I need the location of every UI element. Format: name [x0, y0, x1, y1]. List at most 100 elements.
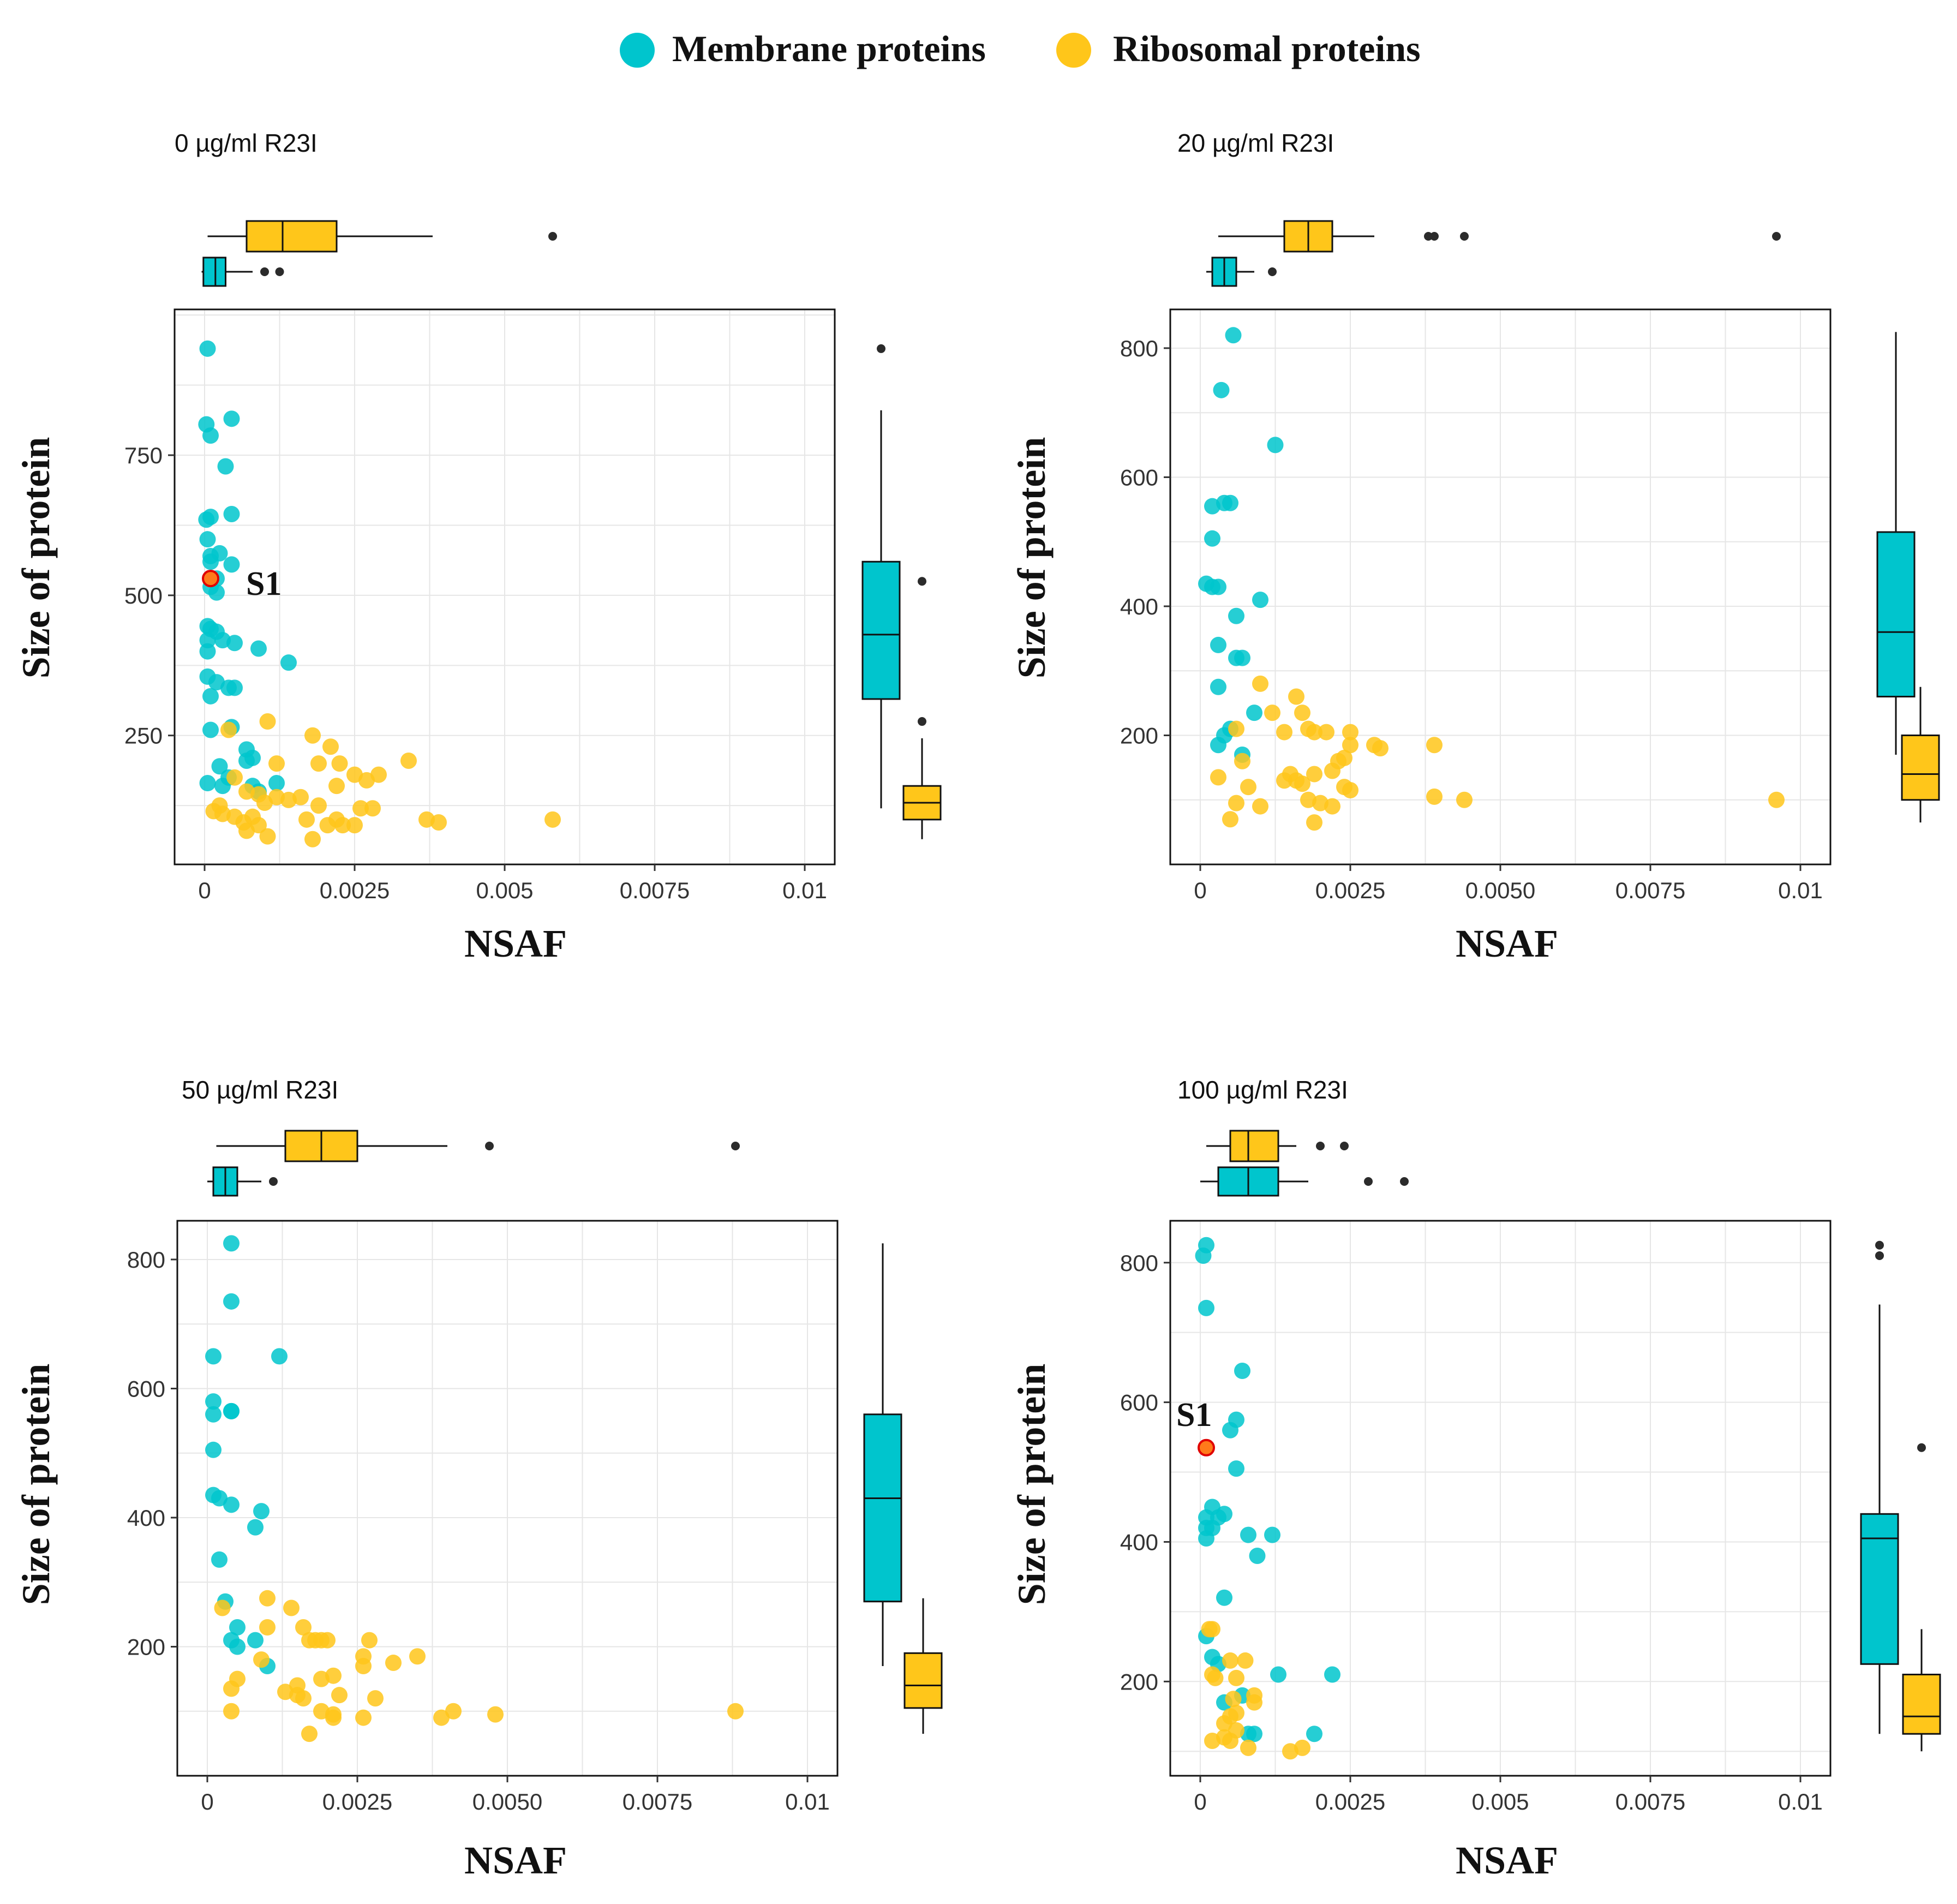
membrane-point	[205, 1393, 222, 1410]
x-tick-label: 0	[201, 1789, 213, 1815]
ribosomal-point	[1324, 798, 1340, 815]
ribosomal-point	[445, 1703, 462, 1720]
x-tick-label: 0.0050	[1465, 878, 1535, 903]
ribosomal-point	[1246, 1694, 1262, 1711]
membrane-point	[1267, 437, 1284, 453]
ribosomal-point	[1204, 1621, 1220, 1638]
x-tick-label: 0	[1194, 1789, 1206, 1815]
membrane-x-outlier	[275, 267, 284, 276]
ribosomal-point	[1324, 762, 1340, 779]
ribosomal-point	[226, 769, 243, 786]
y-tick-label: 500	[124, 583, 163, 608]
membrane-point	[211, 1551, 228, 1568]
membrane-point	[1228, 607, 1244, 624]
membrane-point	[214, 778, 231, 795]
y-tick-label: 800	[127, 1247, 165, 1273]
ribosomal-point	[433, 1709, 450, 1726]
ribosomal-point	[361, 1632, 378, 1649]
ribosomal-y-outlier	[1917, 1443, 1926, 1452]
ribosomal-point	[325, 1709, 342, 1726]
ribosomal-point	[1768, 791, 1785, 808]
chart-panels: 0 µg/ml R23I S1 0 0.0025 0.005 0.0075 0.01 250 5…	[14, 129, 1941, 1882]
membrane-point	[1204, 498, 1220, 515]
membrane-point	[1210, 578, 1226, 595]
ribosomal-point	[1240, 779, 1256, 796]
membrane-point	[223, 1496, 240, 1513]
membrane-point	[229, 1619, 246, 1636]
membrane-point	[1270, 1666, 1286, 1683]
ribosomal-point	[544, 811, 561, 828]
membrane-point	[1210, 737, 1226, 754]
x-tick-label: 0.005	[476, 878, 533, 903]
x-tick-label: 0.01	[1778, 1789, 1823, 1815]
y-tick-label: 400	[1120, 594, 1158, 619]
membrane-y-outlier	[1875, 1251, 1884, 1260]
y-axis-label: Size of protein	[1010, 1364, 1054, 1605]
x-tick-label: 0.01	[785, 1789, 830, 1815]
y-tick-label: 200	[1120, 1669, 1158, 1694]
membrane-y-box	[1876, 531, 1916, 698]
y-tick-label: 600	[127, 1376, 165, 1401]
ribosomal-point	[1342, 737, 1358, 754]
ribosomal-point	[1252, 675, 1268, 692]
ribosomal-x-outlier	[1424, 232, 1433, 241]
ribosomal-point	[1222, 1733, 1238, 1750]
membrane-point	[1324, 1666, 1340, 1683]
ribosomal-point	[1228, 720, 1244, 737]
ribosomal-point	[1318, 724, 1334, 741]
ribosomal-point	[367, 1690, 384, 1707]
ribosomal-point	[295, 1619, 312, 1636]
membrane-y-outlier	[1875, 1240, 1884, 1250]
legend: Membrane proteins Ribosomal proteins	[620, 28, 1421, 69]
ribosomal-point	[1228, 1669, 1244, 1686]
ribosomal-point	[1306, 724, 1322, 741]
s1-label: S1	[246, 565, 282, 602]
x-tick-label: 0.005	[1471, 1789, 1529, 1815]
chart-panel-1: 0 µg/ml R23I S1 0 0.0025 0.005 0.0075 0.01 250 5…	[14, 129, 942, 965]
ribosomal-x-outlier	[731, 1142, 740, 1150]
ribosomal-point	[1240, 1739, 1256, 1756]
membrane-point	[1210, 636, 1226, 653]
ribosomal-point	[355, 1657, 372, 1674]
y-tick-label: 600	[1120, 464, 1158, 490]
ribosomal-point	[1222, 1652, 1238, 1669]
ribosomal-point	[334, 817, 351, 834]
y-axis-label: Size of protein	[1010, 437, 1054, 679]
x-axis-label: NSAF	[1456, 922, 1558, 965]
membrane-point	[223, 1293, 240, 1310]
x-axis-label: NSAF	[464, 1839, 567, 1882]
ribosomal-point	[355, 1709, 372, 1726]
s1-highlight-point	[1198, 1439, 1215, 1457]
ribosomal-point	[223, 1703, 240, 1720]
ribosomal-point	[322, 738, 339, 755]
ribosomal-point	[295, 1690, 312, 1707]
membrane-point	[199, 340, 216, 357]
ribosomal-point	[214, 1599, 231, 1616]
ribosomal-point	[358, 772, 375, 789]
x-tick-label: 0.0025	[1315, 1789, 1385, 1815]
membrane-point	[1198, 1530, 1214, 1547]
ribosomal-point	[328, 778, 345, 795]
membrane-point	[1240, 1526, 1256, 1543]
ribosomal-point	[727, 1703, 744, 1720]
x-tick-label: 0	[198, 878, 211, 903]
membrane-point	[253, 1503, 270, 1520]
x-axis-label: NSAF	[464, 922, 567, 965]
x-tick-label: 0.01	[1778, 878, 1823, 903]
membrane-point	[1204, 530, 1220, 547]
membrane-point	[226, 679, 243, 696]
ribosomal-point	[409, 1648, 426, 1665]
legend-membrane-label: Membrane proteins	[672, 28, 986, 69]
membrane-point	[205, 1441, 222, 1458]
ribosomal-x-outlier	[1430, 232, 1439, 241]
ribosomal-point	[400, 752, 417, 769]
membrane-y-box	[863, 1413, 902, 1603]
ribosomal-point	[331, 755, 348, 772]
x-tick-label: 0.0025	[320, 878, 390, 903]
membrane-point	[280, 654, 297, 671]
membrane-point	[1246, 705, 1262, 721]
membrane-point	[1210, 678, 1226, 695]
membrane-y-box	[861, 560, 901, 700]
x-tick-label: 0.0025	[322, 1789, 392, 1815]
membrane-point	[202, 721, 219, 738]
